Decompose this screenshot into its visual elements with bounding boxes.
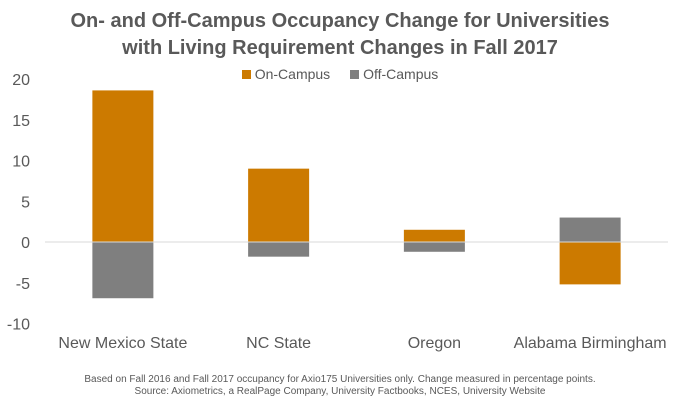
y-tick-label: -10 xyxy=(7,317,30,334)
bar-on-campus xyxy=(248,168,310,242)
x-tick-label: Oregon xyxy=(408,335,461,352)
y-tick-label: -5 xyxy=(16,276,30,293)
y-tick-label: 10 xyxy=(12,154,30,171)
bar-off-campus xyxy=(92,242,154,299)
y-tick-label: 0 xyxy=(21,235,30,252)
y-tick-label: 15 xyxy=(12,113,30,130)
y-tick-label: 20 xyxy=(12,72,30,89)
legend-swatch-on-campus xyxy=(241,70,251,79)
chart-title-line-1: On- and Off-Campus Occupancy Change for … xyxy=(70,10,610,32)
x-tick-label: NC State xyxy=(246,335,311,352)
legend-item-off-campus: Off-Campus xyxy=(350,66,438,82)
bar-on-campus xyxy=(403,229,465,242)
footnote-source: Source: Axiometrics, a RealPage Company,… xyxy=(134,386,546,397)
bar-off-campus xyxy=(403,242,465,252)
y-tick-label: 5 xyxy=(21,194,30,211)
bar-on-campus xyxy=(559,242,621,285)
legend-swatch-off-campus xyxy=(350,70,360,79)
legend: On-Campus Off-Campus xyxy=(0,66,680,82)
bar-off-campus xyxy=(248,242,310,257)
bar-on-campus xyxy=(92,90,154,242)
bar-off-campus xyxy=(559,217,621,242)
legend-label-off-campus: Off-Campus xyxy=(363,66,439,82)
footnote-basis: Based on Fall 2016 and Fall 2017 occupan… xyxy=(84,374,596,385)
x-tick-label: New Mexico State xyxy=(58,335,187,352)
footnotes: Based on Fall 2016 and Fall 2017 occupan… xyxy=(0,374,680,398)
chart-title: On- and Off-Campus Occupancy Change for … xyxy=(0,8,680,62)
legend-item-on-campus: On-Campus xyxy=(241,66,331,82)
chart-plot: 20 15 10 5 0 -5 -10 New Mexico State NC State Ore… xyxy=(7,72,668,352)
chart-title-line-2: with Living Requirement Changes in Fall … xyxy=(122,37,558,59)
legend-label-on-campus: On-Campus xyxy=(254,66,331,82)
x-tick-label: Alabama Birmingham xyxy=(514,335,667,352)
